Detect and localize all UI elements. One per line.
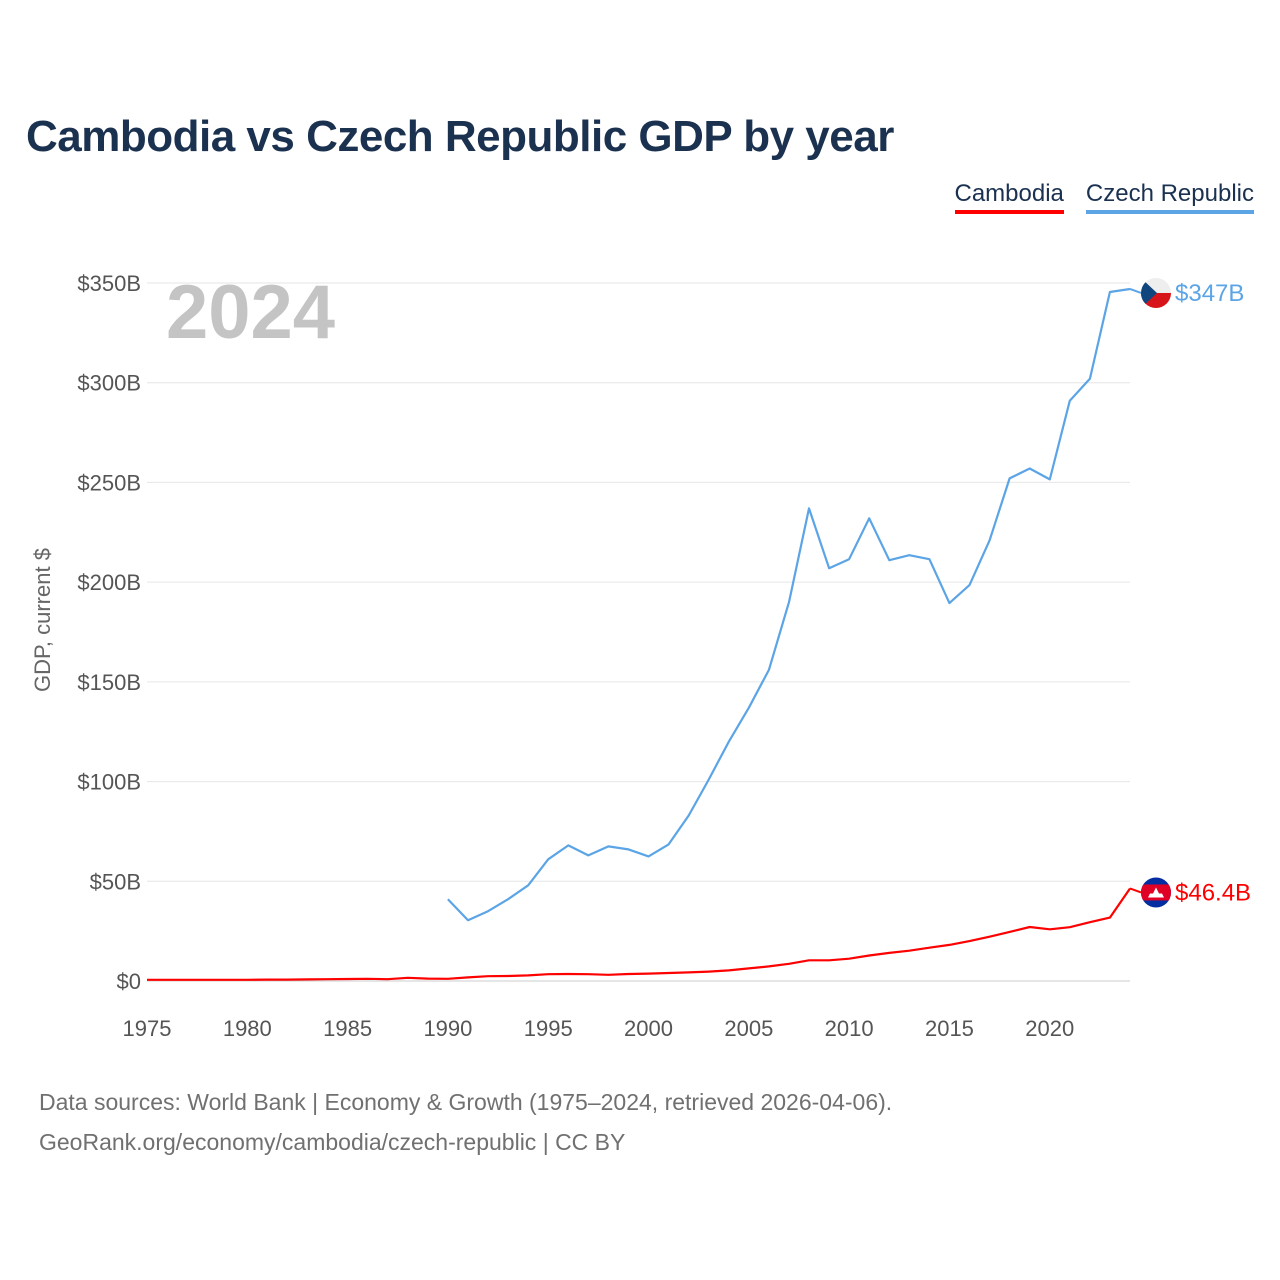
y-tick-label: $0 (117, 969, 141, 994)
y-tick-label: $200B (77, 570, 141, 595)
y-tick-label: $250B (77, 470, 141, 495)
legend: Cambodia Czech Republic (954, 180, 1254, 214)
end-value-label: $347B (1175, 280, 1244, 307)
cambodia-flag-icon (1141, 877, 1171, 908)
y-tick-label: $300B (77, 371, 141, 396)
series-end-markers: $46.4B $347B (1129, 277, 1251, 908)
y-tick-label: $150B (77, 670, 141, 695)
end-connector (1129, 887, 1142, 894)
line-chart: $0 $50B $100B $150B $200B $250B $300B $350B 197… (30, 270, 1251, 1041)
x-tick-label: 2000 (624, 1016, 673, 1041)
y-tick-label: $50B (90, 869, 141, 894)
x-tick-label: 2020 (1025, 1016, 1074, 1041)
highlight-year: 2024 (166, 270, 335, 355)
chart-title: Cambodia vs Czech Republic GDP by year (26, 112, 894, 161)
series-line-czech-republic (447, 287, 1131, 922)
x-tick-label: 2010 (825, 1016, 874, 1041)
legend-item-czech-republic[interactable]: Czech Republic (1085, 180, 1254, 214)
czech-flag-icon (1141, 277, 1171, 308)
end-connector (1129, 288, 1142, 294)
y-axis-label: GDP, current $ (30, 548, 55, 692)
series-line-cambodia (147, 887, 1131, 981)
x-tick-label: 1975 (123, 1016, 172, 1041)
footer-link[interactable]: GeoRank.org/economy/cambodia/czech-repub… (39, 1129, 626, 1155)
y-axis-ticks: $0 $50B $100B $150B $200B $250B $300B $350B (77, 271, 141, 994)
x-axis-ticks: 1975 1980 1985 1990 1995 2000 2005 2010 2015 2020 (123, 1016, 1075, 1041)
x-tick-label: 2015 (925, 1016, 974, 1041)
x-tick-label: 1995 (524, 1016, 573, 1041)
footer: Data sources: World Bank | Economy & Gro… (39, 1082, 892, 1162)
x-tick-label: 2005 (724, 1016, 773, 1041)
x-tick-label: 1990 (423, 1016, 472, 1041)
y-tick-label: $100B (77, 770, 141, 795)
x-tick-label: 1985 (323, 1016, 372, 1041)
gridlines (147, 282, 1130, 982)
legend-item-cambodia[interactable]: Cambodia (954, 180, 1064, 214)
y-tick-label: $350B (77, 271, 141, 296)
end-value-label: $46.4B (1175, 879, 1251, 906)
footer-source: Data sources: World Bank | Economy & Gro… (39, 1089, 893, 1115)
x-tick-label: 1980 (223, 1016, 272, 1041)
series-lines (147, 287, 1131, 981)
